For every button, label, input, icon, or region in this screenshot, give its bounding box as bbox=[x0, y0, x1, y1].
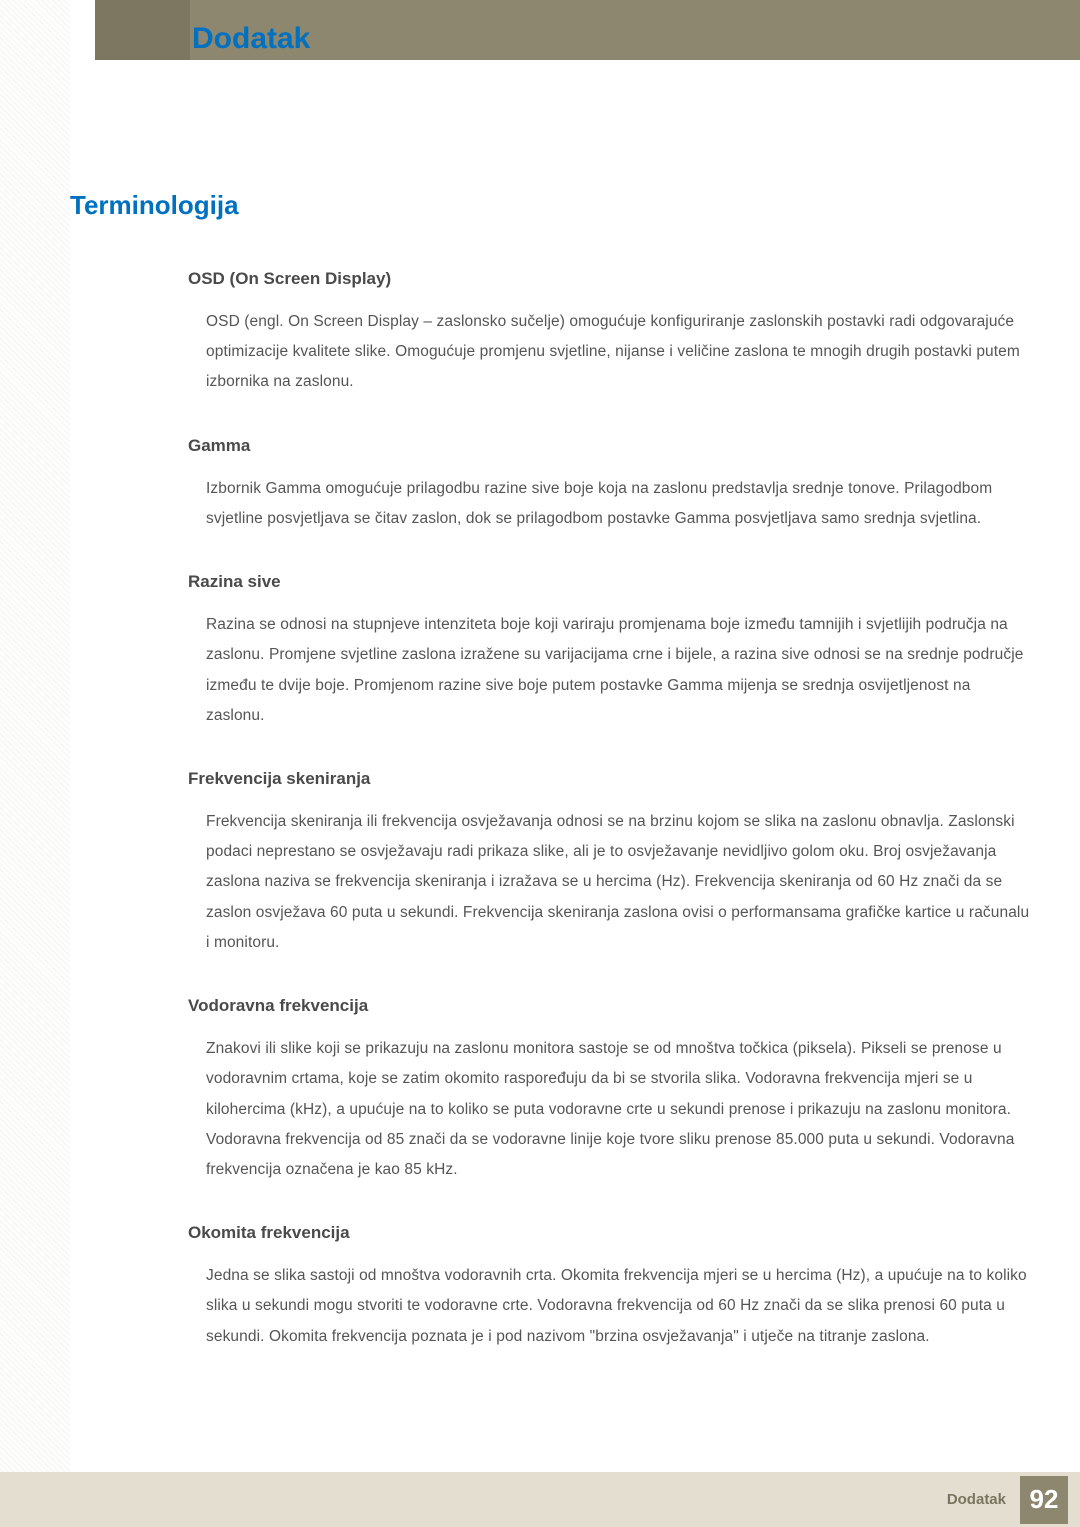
term-title: Okomita frekvencija bbox=[188, 1223, 1030, 1243]
header-title: Dodatak bbox=[192, 22, 310, 56]
term-body: OSD (engl. On Screen Display – zaslonsko… bbox=[206, 307, 1030, 398]
term-title: Gamma bbox=[188, 436, 1030, 456]
term-title: Vodoravna frekvencija bbox=[188, 996, 1030, 1016]
term-body: Frekvencija skeniranja ili frekvencija o… bbox=[206, 807, 1030, 958]
term-title: Razina sive bbox=[188, 572, 1030, 592]
page-number: 92 bbox=[1030, 1484, 1059, 1515]
term-title: Frekvencija skeniranja bbox=[188, 769, 1030, 789]
header-banner-dark bbox=[95, 0, 190, 60]
term-block: Frekvencija skeniranja Frekvencija skeni… bbox=[188, 769, 1030, 958]
term-title: OSD (On Screen Display) bbox=[188, 269, 1030, 289]
footer-bar: Dodatak 92 bbox=[0, 1472, 1080, 1527]
term-block: Gamma Izbornik Gamma omogućuje prilagodb… bbox=[188, 436, 1030, 534]
footer-label: Dodatak bbox=[947, 1491, 1006, 1508]
term-block: Okomita frekvencija Jedna se slika sasto… bbox=[188, 1223, 1030, 1352]
side-pattern-strip bbox=[0, 0, 70, 1527]
content-area: Terminologija OSD (On Screen Display) OS… bbox=[70, 190, 1030, 1390]
term-body: Razina se odnosi na stupnjeve intenzitet… bbox=[206, 610, 1030, 731]
section-title: Terminologija bbox=[70, 190, 1030, 221]
term-body: Znakovi ili slike koji se prikazuju na z… bbox=[206, 1034, 1030, 1185]
term-block: Vodoravna frekvencija Znakovi ili slike … bbox=[188, 996, 1030, 1185]
term-block: Razina sive Razina se odnosi na stupnjev… bbox=[188, 572, 1030, 731]
page-number-box: 92 bbox=[1020, 1476, 1068, 1524]
term-block: OSD (On Screen Display) OSD (engl. On Sc… bbox=[188, 269, 1030, 398]
term-body: Jedna se slika sastoji od mnoštva vodora… bbox=[206, 1261, 1030, 1352]
term-body: Izbornik Gamma omogućuje prilagodbu razi… bbox=[206, 474, 1030, 534]
